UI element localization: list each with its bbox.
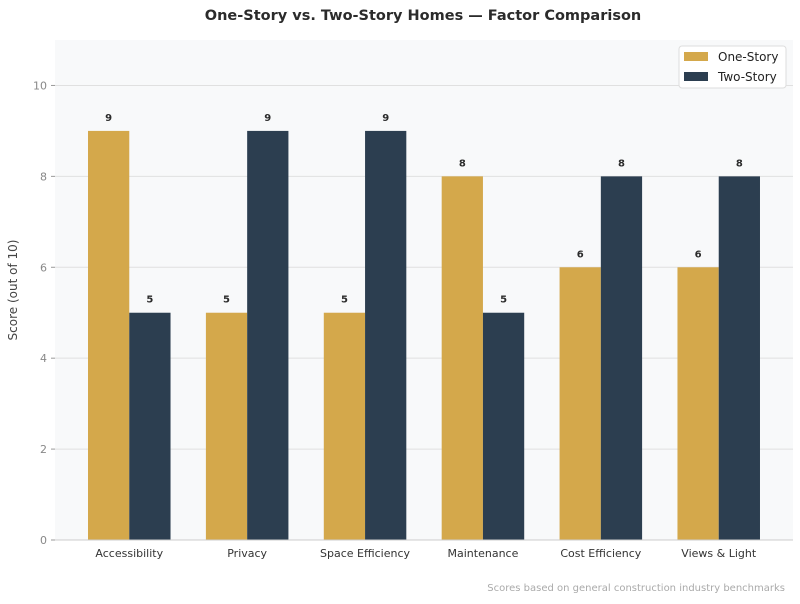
data-label: 5 [500, 295, 507, 306]
y-axis-label: Score (out of 10) [6, 240, 20, 341]
bar-one-story [559, 267, 601, 540]
bar-one-story [441, 176, 483, 540]
footnote: Scores based on general construction ind… [487, 583, 785, 594]
x-tick-label: Privacy [227, 547, 267, 560]
data-label: 5 [223, 295, 230, 306]
data-label: 6 [577, 249, 584, 260]
data-label: 9 [264, 113, 271, 124]
bar-two-story [600, 176, 643, 540]
y-tick-label: 6 [40, 261, 47, 274]
y-tick-label: 4 [40, 352, 47, 365]
legend: One-Story Two-Story [678, 45, 787, 89]
data-label: 8 [618, 158, 625, 169]
bar-two-story [365, 130, 407, 540]
bar-one-story [323, 312, 366, 540]
y-tick-label: 8 [40, 170, 47, 183]
legend-swatch-one-story [684, 52, 708, 61]
legend-label-one-story: One-Story [718, 50, 778, 64]
data-label: 8 [459, 158, 466, 169]
bar-one-story [677, 267, 719, 540]
x-tick-label: Maintenance [448, 547, 519, 560]
bar-two-story [718, 176, 760, 540]
data-label: 8 [736, 158, 743, 169]
data-label: 5 [146, 295, 153, 306]
y-tick-label: 0 [40, 534, 47, 547]
y-tick-label: 2 [40, 443, 47, 456]
data-label: 9 [105, 113, 112, 124]
x-tick-label: Cost Efficiency [560, 547, 641, 560]
x-tick-label: Accessibility [95, 547, 163, 560]
bar-two-story [482, 312, 525, 540]
chart-title: One-Story vs. Two-Story Homes — Factor C… [205, 8, 642, 24]
bar-two-story [247, 130, 289, 540]
legend-swatch-two-story [684, 72, 708, 81]
bar-one-story [205, 312, 248, 540]
data-label: 9 [382, 113, 389, 124]
y-tick-label: 10 [33, 79, 47, 92]
x-tick-label: Space Efficiency [320, 547, 410, 560]
plot-area [55, 40, 793, 540]
x-tick-label: Views & Light [681, 547, 757, 560]
bar-two-story [129, 312, 171, 540]
data-label: 5 [341, 295, 348, 306]
legend-label-two-story: Two-Story [717, 70, 777, 84]
data-label: 6 [695, 249, 702, 260]
bar-one-story [88, 130, 130, 540]
